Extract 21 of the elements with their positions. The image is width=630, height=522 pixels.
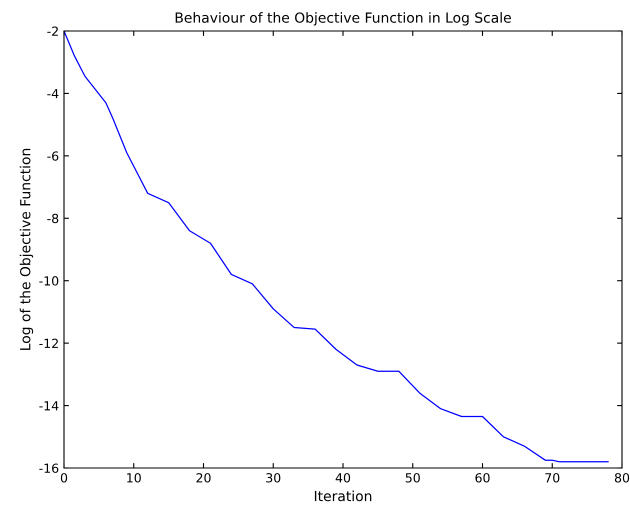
x-axis-title: Iteration xyxy=(314,490,372,502)
x-tick-label: 30 xyxy=(266,473,280,483)
y-tick-label: -14 xyxy=(39,401,58,410)
chart-title: Behaviour of the Objective Function in Log Scale xyxy=(176,12,511,26)
x-tick-label: 0 xyxy=(60,473,68,483)
y-tick-label: -16 xyxy=(39,463,58,473)
y-tick-label: -12 xyxy=(39,338,58,348)
x-tick-label: 50 xyxy=(406,473,420,483)
x-tick-label: 80 xyxy=(614,473,630,483)
line-series xyxy=(64,31,609,462)
y-tick-label: -6 xyxy=(47,151,58,161)
y-tick-label: -2 xyxy=(47,26,58,36)
x-tick-label: 60 xyxy=(475,473,490,483)
y-tick-label: -10 xyxy=(39,276,58,286)
x-tick-label: 10 xyxy=(127,473,141,483)
x-tick-label: 70 xyxy=(545,473,560,483)
x-tick-label: 40 xyxy=(336,473,350,483)
y-tick-label: -4 xyxy=(47,89,58,98)
y-tick-label: -8 xyxy=(47,214,58,224)
y-axis-title: Log of the Objective Function xyxy=(20,148,34,350)
x-tick-label: 20 xyxy=(196,473,211,483)
